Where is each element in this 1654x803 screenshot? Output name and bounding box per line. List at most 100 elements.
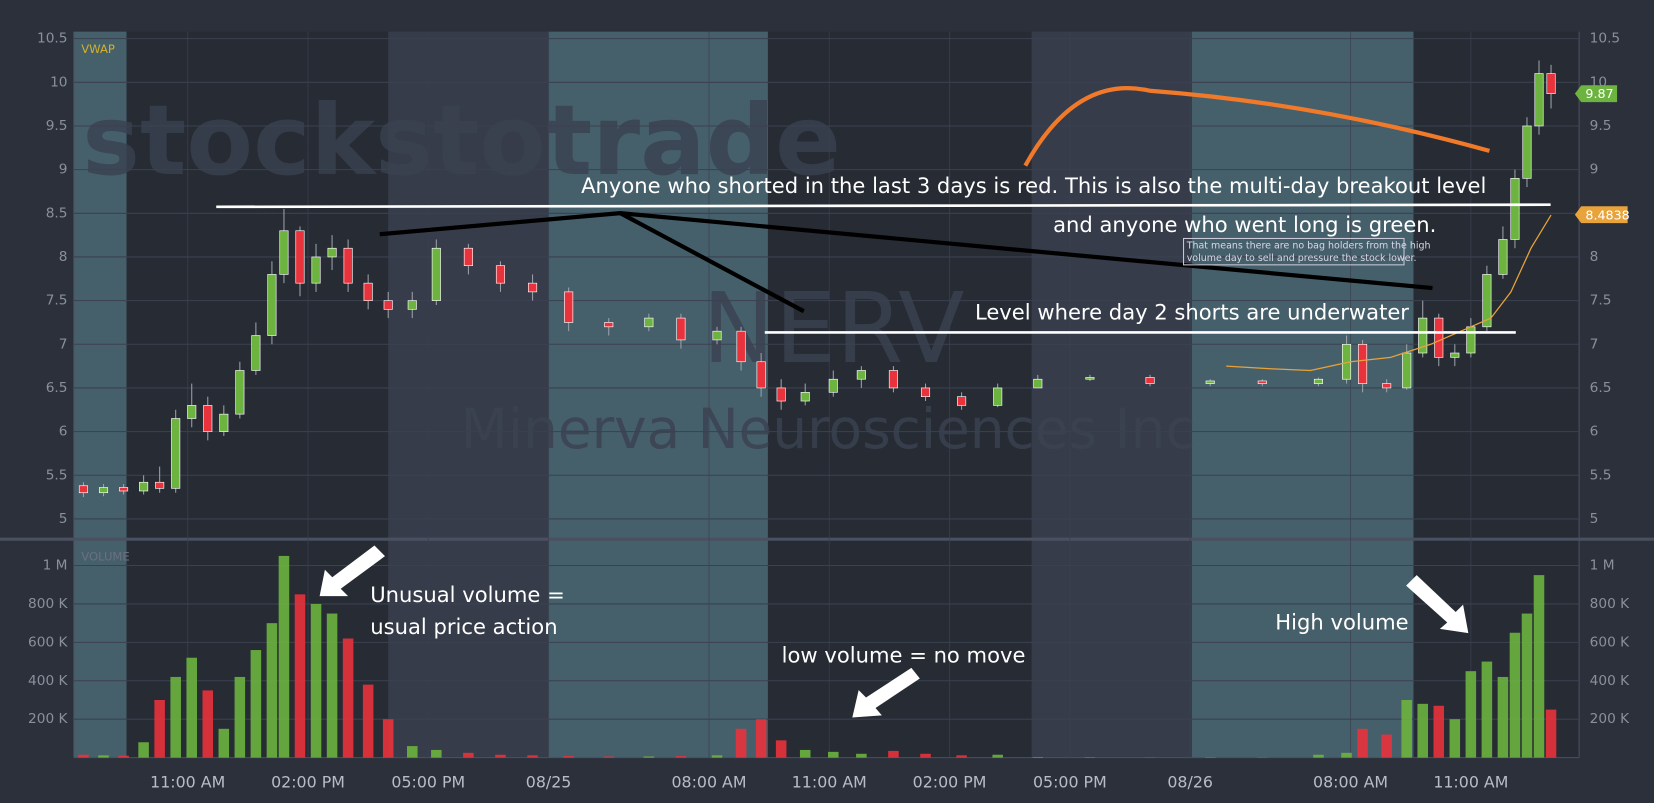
- x-tick-label: 08/26: [1167, 772, 1213, 791]
- x-tick-label: 11:00 AM: [792, 772, 867, 791]
- last-price-tag: 9.87: [1585, 86, 1613, 101]
- volume-bar: [563, 756, 574, 758]
- candle-body: [712, 330, 722, 341]
- x-tick-label: 11:00 AM: [150, 772, 225, 791]
- y-tick-label: 6.5: [1590, 380, 1612, 396]
- candle-body: [343, 247, 353, 284]
- volume-bar: [1545, 709, 1557, 758]
- vwap-tag-marker: [1574, 206, 1628, 224]
- annotation: usual price action: [370, 614, 557, 639]
- marks: 9.87 8.4838: [78, 60, 1630, 758]
- volume-bar: [956, 755, 967, 758]
- candle-body: [1205, 380, 1215, 384]
- candle-body: [856, 370, 866, 380]
- volume-bar: [1509, 632, 1521, 758]
- candle-body: [463, 247, 473, 267]
- volume-bar: [1481, 661, 1493, 758]
- market-band: [767, 31, 1032, 758]
- company-watermark: Minerva Neurosciences Inc: [461, 397, 1196, 461]
- y-tick-label: 6: [59, 424, 68, 440]
- x-tick-label: 08/25: [526, 772, 572, 791]
- last-price-tag-marker: [1574, 85, 1618, 103]
- volume-bar: [98, 755, 109, 758]
- volume-bar: [170, 676, 181, 758]
- volume-bar: [1032, 757, 1044, 758]
- candle-body: [78, 485, 88, 494]
- volume-bar: [154, 699, 165, 758]
- volume-bar: [310, 603, 322, 758]
- volume-tick-label: 400 K: [28, 673, 69, 689]
- candle-body: [98, 487, 109, 494]
- market-band: [1413, 31, 1580, 758]
- candle-body: [800, 391, 810, 402]
- candle-body: [203, 405, 213, 432]
- volume-bar: [431, 749, 442, 758]
- vwap-tag: 8.4838: [1585, 207, 1629, 222]
- candle-body: [407, 300, 417, 310]
- candle-body: [1534, 73, 1544, 127]
- annotation: High volume: [1275, 610, 1408, 635]
- candle-body: [363, 282, 373, 301]
- candle-body: [187, 405, 197, 419]
- annotation: low volume = no move: [782, 642, 1026, 667]
- volume-bar: [495, 754, 506, 758]
- volume-bar: [138, 742, 149, 758]
- volume-bar: [278, 555, 290, 758]
- volume-bar: [1381, 734, 1392, 758]
- volume-bar: [775, 740, 787, 758]
- volume-bar: [1465, 671, 1477, 758]
- candle-body: [235, 370, 245, 415]
- volume-bar: [1433, 705, 1445, 758]
- volume-bar: [711, 755, 723, 758]
- afterhours-band: [388, 31, 549, 758]
- volume-bar: [78, 754, 89, 758]
- candle-body: [920, 387, 931, 397]
- volume-tick-label: 1 M: [1590, 558, 1615, 574]
- candle-body: [1358, 343, 1368, 384]
- y-tick-label: 8.5: [46, 205, 68, 221]
- volume-bar: [675, 756, 687, 758]
- volume-tick-label: 200 K: [28, 711, 69, 727]
- candle-body: [327, 247, 337, 258]
- candle-body: [1382, 383, 1392, 389]
- annotation: That means there are no bag holders from…: [1186, 240, 1431, 251]
- volume-bar: [362, 684, 374, 758]
- candle-body: [383, 300, 393, 310]
- volume-bar: [1449, 719, 1461, 758]
- candle-body: [776, 387, 786, 402]
- y-tick-label: 5: [59, 511, 68, 527]
- volume-bar: [234, 676, 246, 758]
- candle-body: [171, 418, 181, 489]
- candle-body: [119, 487, 129, 492]
- y-tick-label: 5.5: [46, 467, 68, 483]
- candle-body: [676, 317, 686, 341]
- candle-body: [1510, 178, 1520, 240]
- annotation: and anyone who went long is green.: [1053, 212, 1436, 237]
- arrow: [852, 667, 920, 718]
- annotation: Level where day 2 shorts are underwater: [975, 299, 1409, 324]
- volume-bar: [186, 657, 198, 758]
- volume-tick-label: 800 K: [28, 596, 69, 612]
- candle-body: [295, 230, 305, 284]
- volume-bar: [828, 751, 839, 758]
- curve: [1023, 86, 1491, 167]
- y-tick-label: 8: [1590, 249, 1599, 265]
- y-tick-label: 7: [1590, 336, 1599, 352]
- candle-body: [1033, 378, 1043, 389]
- volume-bar: [294, 594, 306, 758]
- candle-body: [1402, 352, 1412, 389]
- candle-body: [993, 387, 1003, 406]
- annotations: Anyone who shorted in the last 3 days is…: [216, 86, 1551, 718]
- candle-body: [888, 370, 898, 389]
- candle-body: [1546, 73, 1556, 94]
- candle-body: [1522, 125, 1532, 179]
- market-band: [126, 31, 389, 758]
- premarket-band: [1191, 31, 1414, 758]
- volume-bar: [382, 719, 394, 758]
- y-tick-label: 6.5: [46, 380, 68, 396]
- volume-bar: [326, 613, 338, 758]
- volume-bar: [1497, 676, 1509, 758]
- breakout-line: [216, 203, 1551, 209]
- volume-tick-label: 400 K: [1590, 673, 1631, 689]
